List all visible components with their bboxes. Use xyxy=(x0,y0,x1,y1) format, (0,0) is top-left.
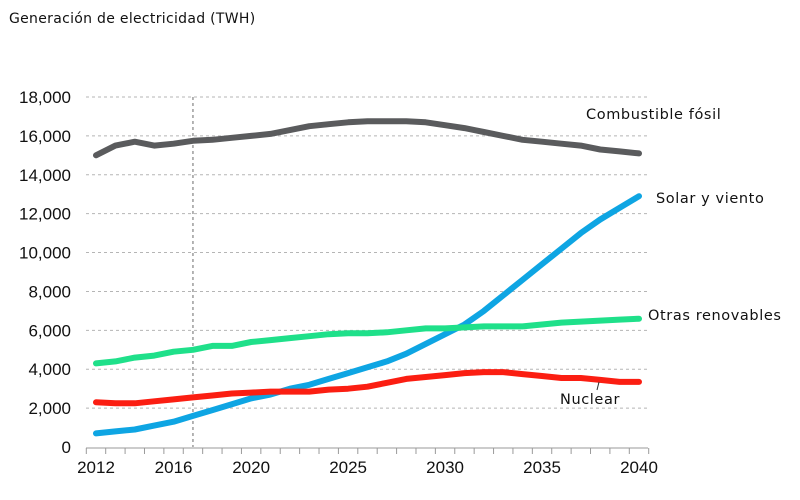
x-tick-label: 2040 xyxy=(620,458,658,477)
series-label: Otras renovables xyxy=(648,308,782,324)
series-line-otras-renovables xyxy=(93,315,642,367)
y-tick-label: 0 xyxy=(62,438,71,457)
x-tick-label: 2012 xyxy=(77,458,115,477)
y-tick-label: 14,000 xyxy=(19,166,71,185)
y-tick-label: 2,000 xyxy=(28,399,71,418)
nuclear-label-leader xyxy=(596,381,600,391)
y-tick-label: 6,000 xyxy=(28,321,71,340)
x-tick-label: 2016 xyxy=(155,458,193,477)
x-tick-label: 2030 xyxy=(426,458,464,477)
series-label: Nuclear xyxy=(560,392,620,408)
x-tick-label: 2025 xyxy=(329,458,367,477)
x-tick-label: 2035 xyxy=(523,458,561,477)
series-label: Combustible fósil xyxy=(586,107,721,123)
series-line-nuclear xyxy=(93,369,642,407)
y-tick-label: 18,000 xyxy=(19,88,71,107)
series-label: Solar y viento xyxy=(656,191,764,207)
y-tick-label: 4,000 xyxy=(28,360,71,379)
y-tick-label: 10,000 xyxy=(19,244,71,263)
series-line-solar-y-viento xyxy=(93,193,642,437)
chart-title: Generación de electricidad (TWH) xyxy=(9,11,256,27)
series-line-combustible-fósil xyxy=(93,118,642,159)
y-tick-label: 16,000 xyxy=(19,127,71,146)
x-tick-label: 2020 xyxy=(232,458,270,477)
y-tick-label: 8,000 xyxy=(28,282,71,301)
y-tick-label: 12,000 xyxy=(19,205,71,224)
